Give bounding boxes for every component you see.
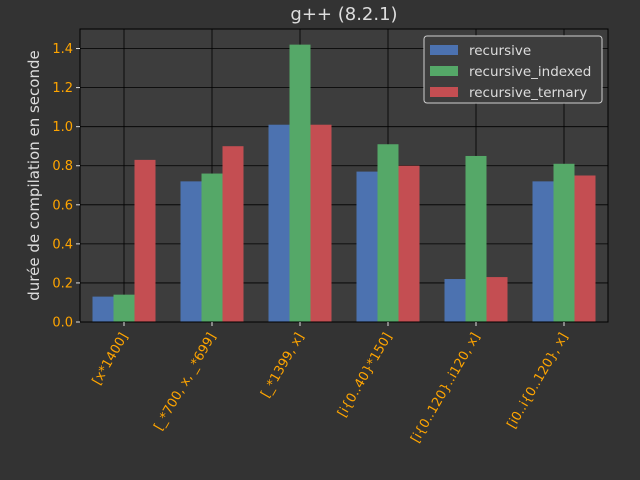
legend-box [423, 35, 603, 104]
bar-recursive [92, 296, 114, 322]
bar-recursive-indexed [289, 44, 311, 322]
y-axis-label: durée de compilation en seconde [25, 50, 43, 300]
bar-recursive-ternary [310, 124, 332, 322]
bar-recursive [444, 279, 466, 322]
y-tick-label: 0.0 [52, 316, 73, 331]
bar-recursive [532, 181, 554, 322]
bar-recursive-ternary [398, 165, 420, 322]
bar-recursive-ternary [486, 277, 508, 322]
y-tick-label: 0.6 [52, 198, 73, 213]
bar-recursive-indexed [553, 163, 575, 322]
y-tick-label: 1.4 [52, 42, 73, 57]
bar-recursive [356, 171, 378, 322]
legend-label-recursive-ternary: recursive_ternary [469, 85, 587, 101]
legend-swatch-recursive-indexed [430, 66, 458, 76]
y-tick-label: 1.0 [52, 120, 73, 135]
bar-recursive-ternary [134, 159, 156, 322]
legend-label-recursive-indexed: recursive_indexed [469, 64, 591, 80]
chart-title: g++ (8.2.1) [290, 4, 397, 25]
legend-swatch-recursive [430, 45, 458, 55]
y-tick-label: 0.8 [52, 159, 73, 174]
bar-recursive-ternary [222, 146, 244, 322]
bar-recursive-indexed [377, 144, 399, 322]
legend: recursive recursive_indexed recursive_tern… [423, 35, 603, 104]
bar-recursive-ternary [574, 175, 596, 322]
y-tick-label: 0.4 [52, 237, 73, 252]
bar-recursive [268, 124, 290, 322]
bars [92, 44, 596, 322]
legend-swatch-recursive-ternary [430, 87, 458, 97]
plot-frame [79, 28, 609, 323]
bar-recursive [180, 181, 202, 322]
bar-recursive-indexed [113, 294, 135, 322]
legend-label-recursive: recursive [469, 43, 531, 59]
y-tick-label: 1.2 [52, 81, 73, 96]
bar-recursive-indexed [201, 173, 223, 322]
y-axis: 0.0 0.2 0.4 0.6 0.8 1.0 1.2 1.4 [52, 42, 80, 331]
y-tick-label: 0.2 [52, 276, 73, 291]
bar-recursive-indexed [465, 155, 487, 322]
